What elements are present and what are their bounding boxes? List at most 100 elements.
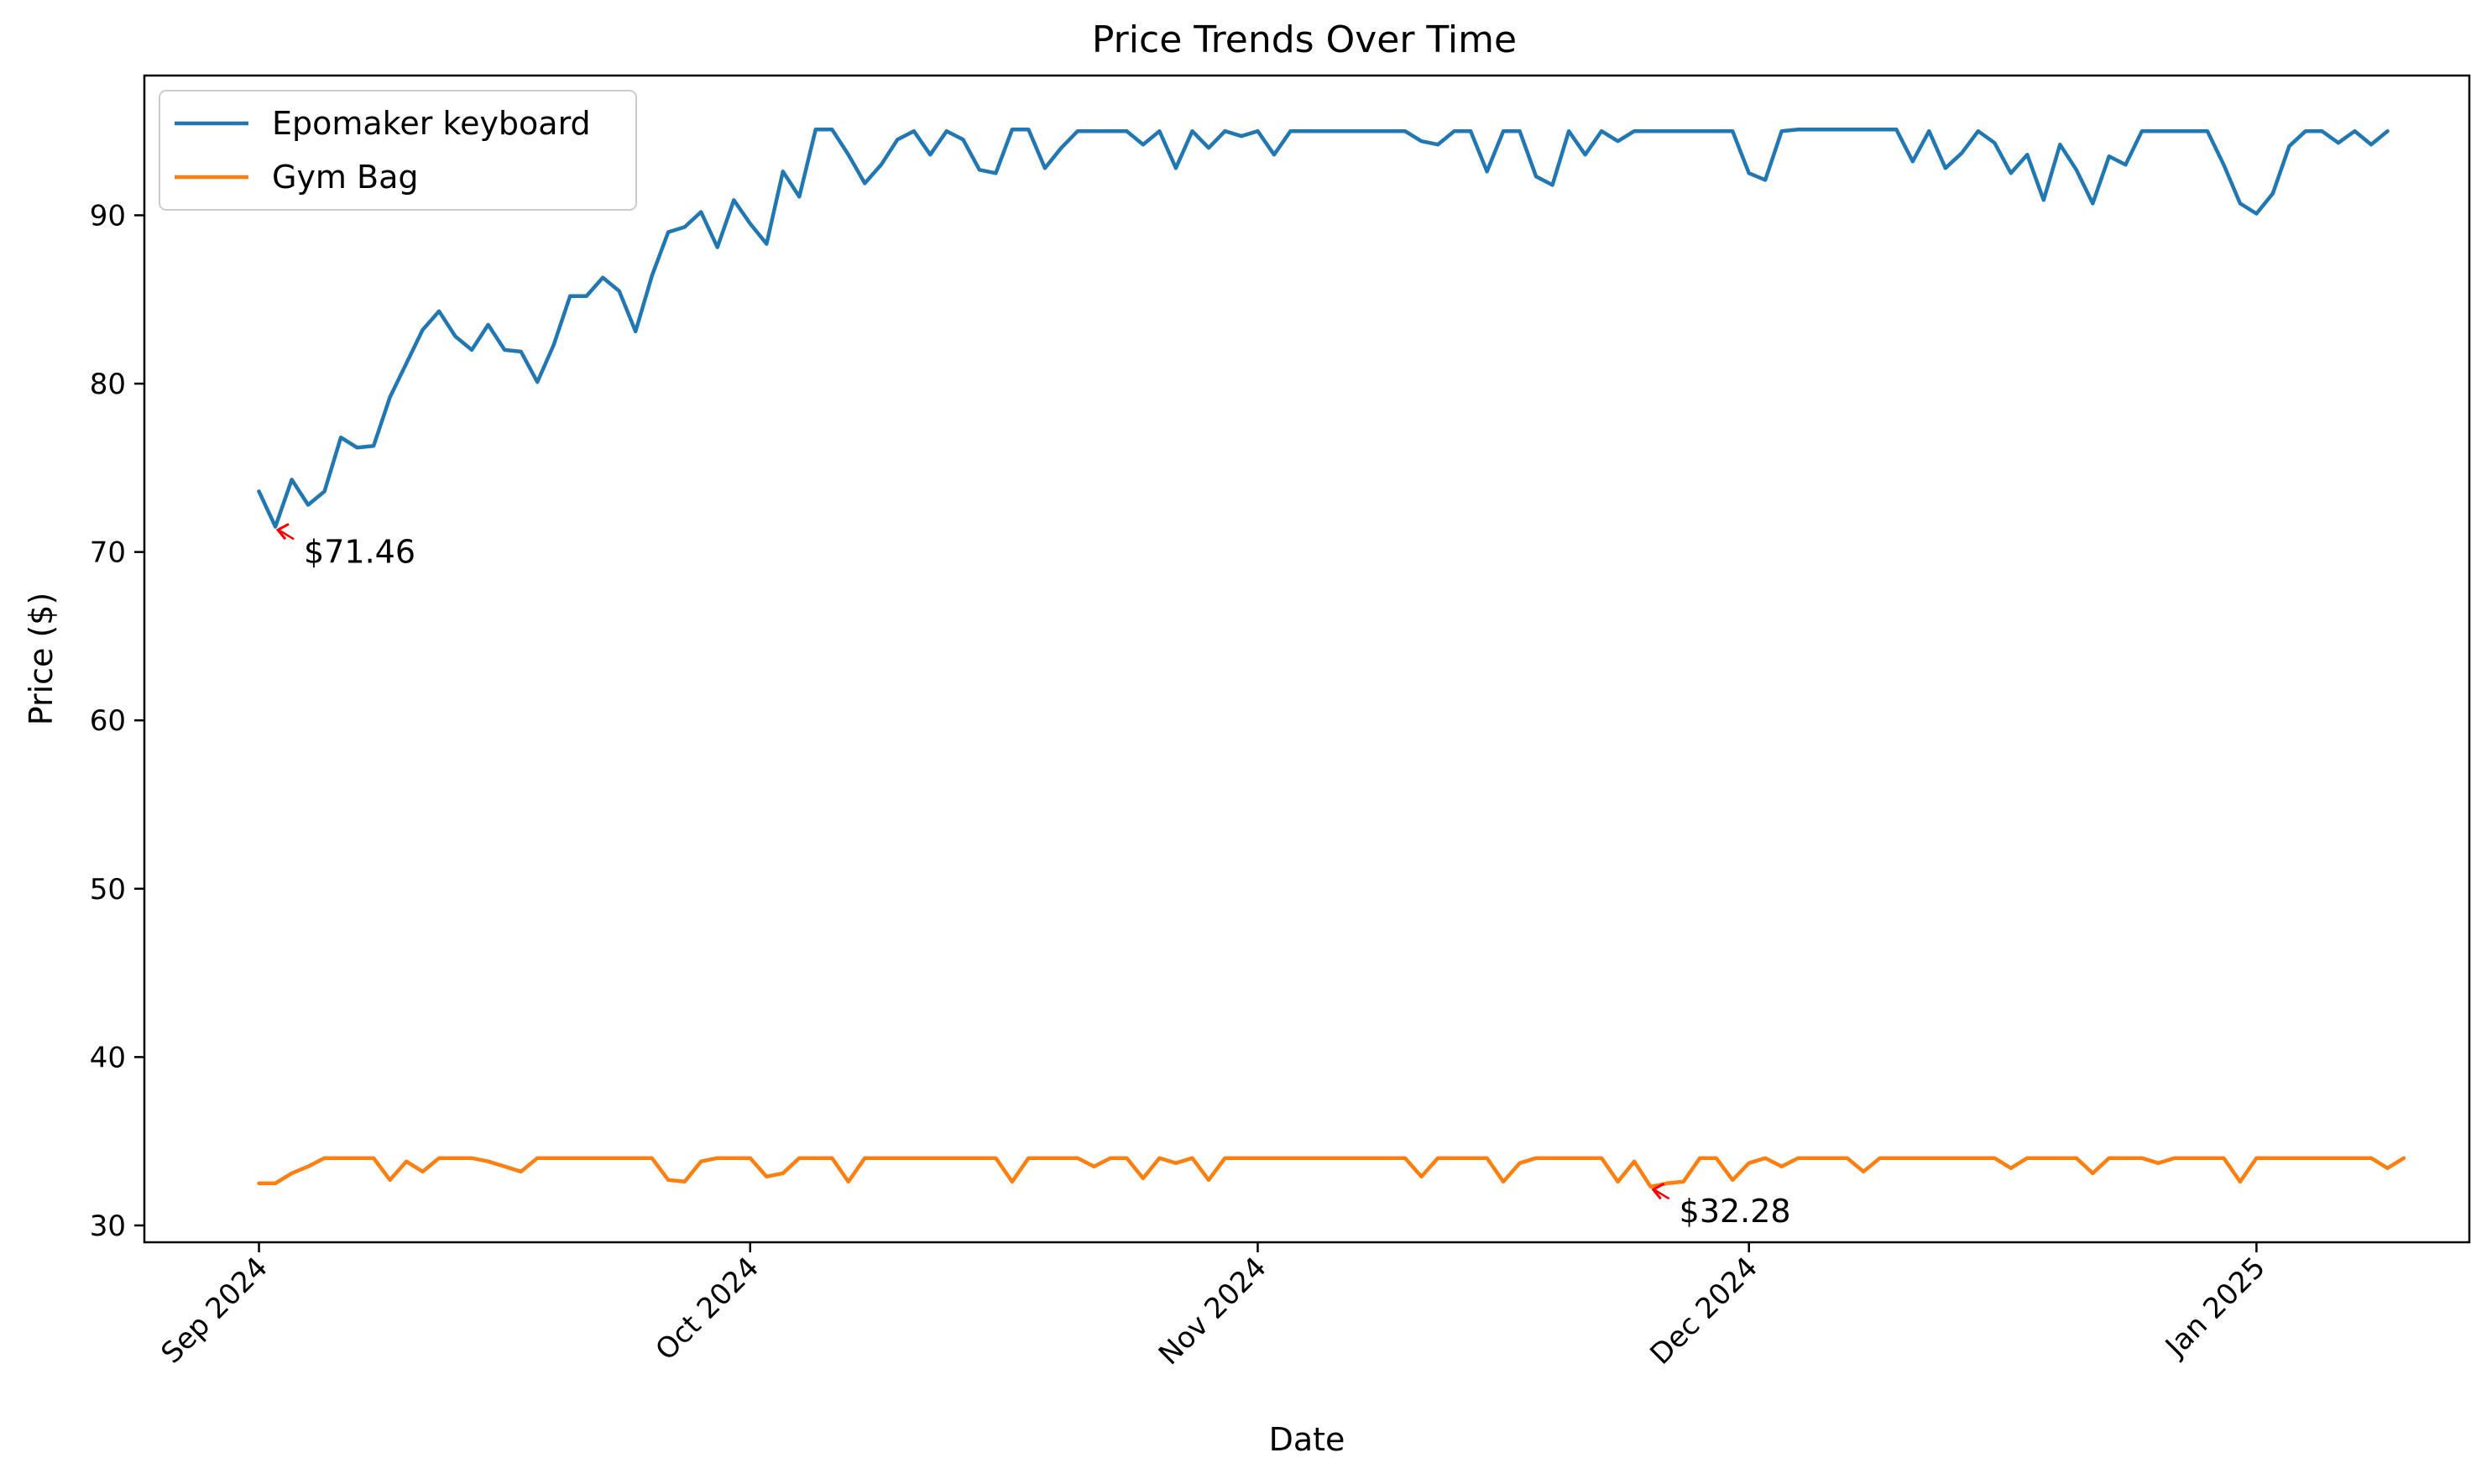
data-point [912, 128, 917, 133]
data-point [1042, 165, 1047, 170]
series-line-epomaker-keyboard [257, 127, 2390, 529]
data-point [797, 194, 802, 199]
data-point [1959, 150, 1964, 155]
data-point [715, 245, 720, 250]
data-point [290, 477, 295, 482]
data-point [436, 1156, 441, 1161]
data-point [764, 242, 769, 247]
data-point [1648, 128, 1653, 133]
data-point [1501, 128, 1506, 133]
data-point [2107, 154, 2112, 159]
data-point [1533, 1156, 1539, 1161]
data-point [1354, 128, 1359, 133]
data-point [1256, 128, 1261, 133]
data-point [1616, 138, 1621, 144]
data-point [2286, 1156, 2291, 1161]
data-point [1779, 128, 1784, 133]
data-point [584, 294, 589, 299]
data-point [1779, 1164, 1784, 1169]
data-point [650, 1156, 655, 1161]
data-point [1845, 127, 1850, 132]
data-point [1026, 1156, 1031, 1161]
data-point [290, 1171, 295, 1176]
data-point [1926, 1156, 1931, 1161]
data-point [1124, 128, 1129, 133]
data-point [1403, 128, 1408, 133]
data-point [944, 128, 949, 133]
data-point [1894, 127, 1899, 132]
data-point [1010, 127, 1015, 132]
data-point [927, 1156, 933, 1161]
data-point [944, 1156, 949, 1161]
plot-area-frame [143, 74, 2471, 1244]
data-point [2353, 128, 2358, 133]
data-point [1616, 1179, 1621, 1184]
data-point [879, 1156, 884, 1161]
data-point [1943, 165, 1948, 170]
data-point [600, 1156, 605, 1161]
data-point [2139, 128, 2145, 133]
legend: Epomaker keyboard Gym Bag [159, 90, 637, 211]
data-point [1926, 128, 1931, 133]
data-point [682, 225, 687, 230]
data-point [813, 1156, 818, 1161]
data-point [1058, 145, 1063, 150]
data-point [388, 395, 393, 400]
data-point [1468, 128, 1473, 133]
data-point [1026, 127, 1031, 132]
data-point [682, 1179, 687, 1184]
data-point [715, 1156, 720, 1161]
data-point [453, 1156, 458, 1161]
data-point [1664, 128, 1669, 133]
data-point [1239, 133, 1244, 138]
data-point [2205, 1156, 2210, 1161]
series-layer [257, 127, 2406, 1189]
data-point [2385, 128, 2390, 133]
data-point [2188, 1156, 2193, 1161]
data-point [1599, 128, 1604, 133]
data-point [1583, 152, 1588, 157]
data-point [1272, 152, 1277, 157]
data-point [1910, 1156, 1915, 1161]
data-point [2319, 128, 2324, 133]
data-point [1190, 1156, 1195, 1161]
data-point [273, 1181, 278, 1186]
data-point [1714, 128, 1719, 133]
data-point [633, 1156, 638, 1161]
data-point [1337, 1156, 1342, 1161]
data-point [1419, 1174, 1424, 1179]
data-point [1452, 128, 1457, 133]
data-point [2319, 1156, 2324, 1161]
data-point [1288, 1156, 1293, 1161]
data-point [1747, 1161, 1752, 1166]
data-point [1533, 174, 1539, 179]
data-point [895, 1156, 900, 1161]
data-point [2353, 1156, 2358, 1161]
data-point [927, 152, 933, 157]
data-point [1239, 1156, 1244, 1161]
data-point [1419, 138, 1424, 144]
data-point [2009, 1166, 2014, 1171]
data-point [1206, 1178, 1211, 1183]
data-point [1910, 159, 1915, 164]
data-point [1337, 128, 1342, 133]
data-point [1681, 128, 1686, 133]
data-point [1108, 1156, 1113, 1161]
data-point [1256, 1156, 1261, 1161]
data-point [2205, 128, 2210, 133]
data-point [1321, 1156, 1326, 1161]
data-point [2172, 1156, 2177, 1161]
data-point [731, 1156, 736, 1161]
data-point [1173, 165, 1178, 170]
data-point [1632, 1159, 1637, 1164]
data-point [1091, 128, 1096, 133]
data-point [1304, 1156, 1309, 1161]
data-point [436, 309, 441, 314]
data-point [617, 289, 622, 294]
data-point [306, 503, 311, 508]
data-point [1976, 128, 1981, 133]
data-point [338, 435, 343, 440]
data-point [469, 347, 474, 353]
data-point [666, 1178, 671, 1183]
y-tick-label: 50 [90, 873, 126, 907]
